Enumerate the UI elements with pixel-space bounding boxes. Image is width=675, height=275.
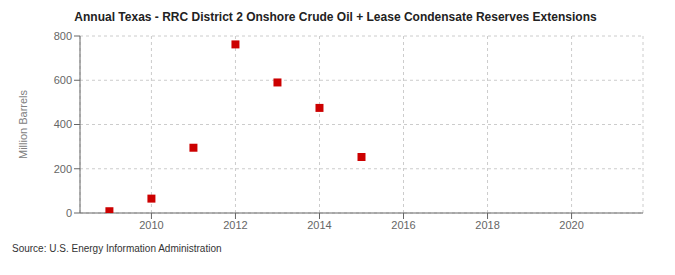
svg-text:2016: 2016 <box>391 219 415 231</box>
svg-text:0: 0 <box>66 207 72 219</box>
svg-text:600: 600 <box>54 74 72 86</box>
svg-text:2018: 2018 <box>475 219 499 231</box>
svg-text:200: 200 <box>54 163 72 175</box>
svg-text:2010: 2010 <box>139 219 163 231</box>
html-text:Annual Texas - RRC District 2: Annual Texas - RRC District 2 Onshore Cr… <box>74 10 597 24</box>
svg-text:Million Barrels: Million Barrels <box>17 89 29 159</box>
svg-text:2012: 2012 <box>223 219 247 231</box>
svg-text:2020: 2020 <box>559 219 583 231</box>
html-text:Source: U.S. Energy Informatio: Source: U.S. Energy Information Administ… <box>12 243 222 254</box>
svg-text:800: 800 <box>54 30 72 42</box>
svg-text:400: 400 <box>54 118 72 130</box>
svg-text:2014: 2014 <box>307 219 331 231</box>
